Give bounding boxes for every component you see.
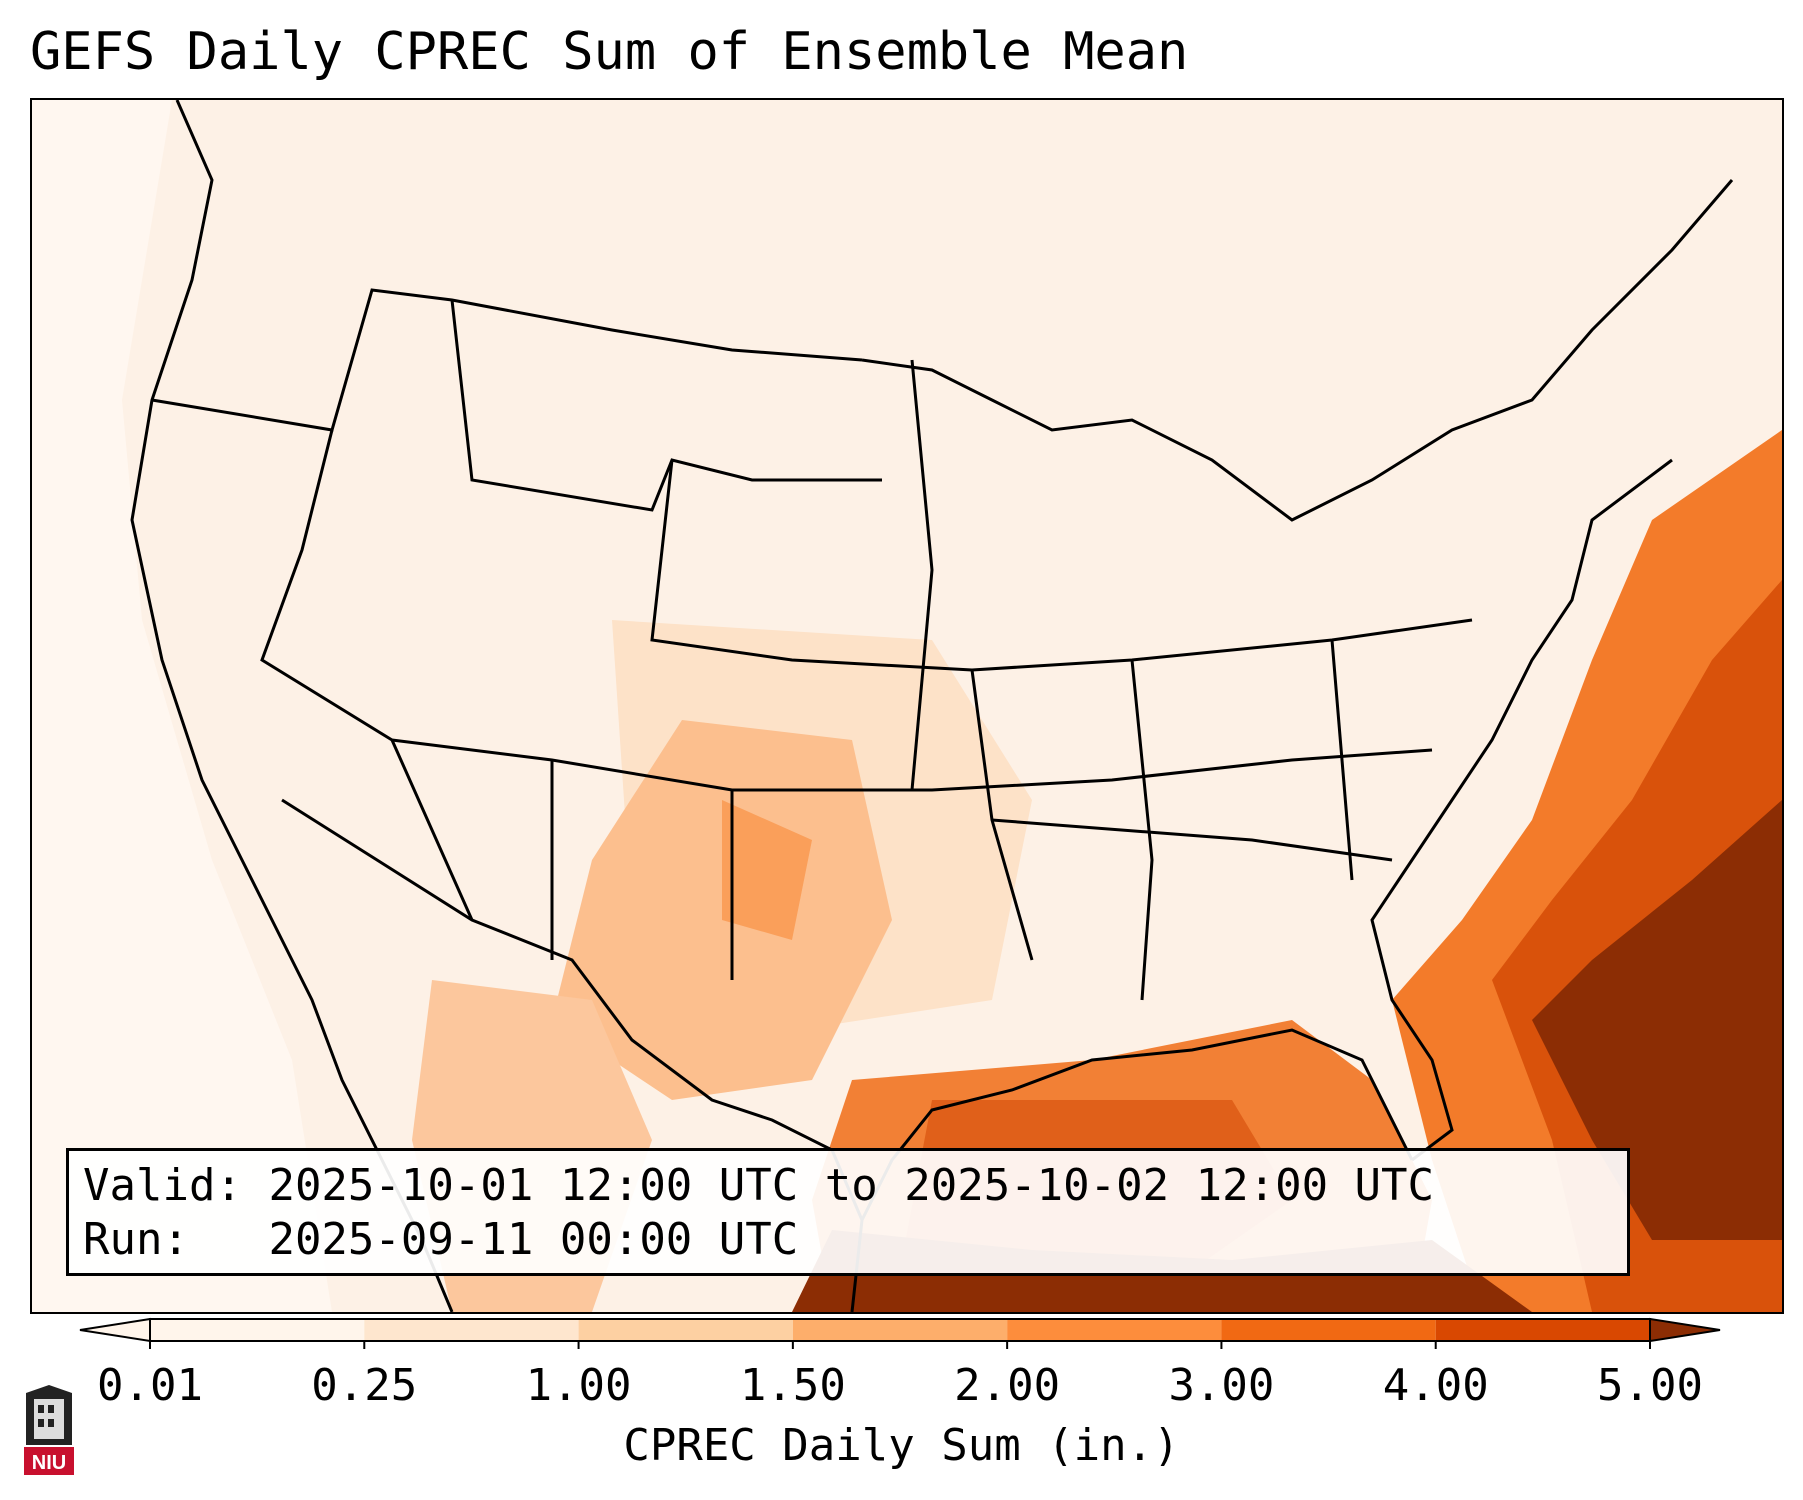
colorbar-segment	[364, 1319, 579, 1341]
colorbar-border	[149, 1318, 1651, 1342]
valid-label: Valid:	[83, 1160, 242, 1211]
map-title: GEFS Daily CPREC Sum of Ensemble Mean	[30, 22, 1189, 82]
us-mexico-border	[281, 798, 864, 1221]
colorbar-tick-label: 1.50	[739, 1360, 846, 1411]
colorbar-tick-label: 1.00	[525, 1360, 632, 1411]
colorbar-extend-low	[79, 1317, 151, 1343]
colorbar-segment	[1435, 1319, 1650, 1341]
colorbar-tick-label: 0.01	[97, 1360, 203, 1411]
colorbar-tick-label: 5.00	[1597, 1360, 1703, 1411]
colorbar-segment	[150, 1319, 365, 1341]
colorbar-segment	[1007, 1319, 1222, 1341]
great-lakes-border	[861, 179, 1734, 522]
east-coastline	[1370, 458, 1673, 1162]
state-line-8	[1330, 639, 1354, 881]
atlantic-core-shading	[1532, 800, 1782, 1240]
state-line-9	[910, 359, 934, 791]
info-box: Valid: 2025-10-01 12:00 UTC to 2025-10-0…	[66, 1148, 1630, 1276]
valid-value: 2025-10-01 12:00 UTC to 2025-10-02 12:00…	[268, 1160, 1435, 1211]
west-coastline	[130, 100, 454, 1312]
state-line-10	[991, 818, 1393, 862]
colorbar-label: CPREC Daily Sum (in.)	[623, 1420, 1180, 1471]
colorbar-tick-label: 2.00	[954, 1360, 1061, 1411]
run-label: Run:	[83, 1214, 189, 1265]
map-canvas	[32, 100, 1782, 1312]
nevada-border	[260, 429, 474, 921]
svg-text:NIU: NIU	[32, 1452, 66, 1474]
colorbar-tick-label: 3.00	[1168, 1360, 1275, 1411]
state-line-7	[1130, 659, 1154, 1001]
texas-core-shading	[722, 800, 812, 940]
colorbar	[79, 1317, 1721, 1349]
pacific-shading	[32, 100, 332, 1312]
colorbar-tick-label: 4.00	[1382, 1360, 1489, 1411]
colorbar-extend-high	[1649, 1317, 1721, 1343]
run-value: 2025-09-11 00:00 UTC	[268, 1214, 799, 1265]
colorbar-segment	[1221, 1319, 1436, 1341]
colorbar-segment	[578, 1319, 793, 1341]
precipitation-map	[30, 98, 1784, 1314]
niu-logo: NIU	[24, 1385, 74, 1475]
state-line-1	[450, 299, 882, 512]
colorbar-segment	[792, 1319, 1008, 1341]
colorbar-tick-label: 0.25	[311, 1360, 418, 1411]
